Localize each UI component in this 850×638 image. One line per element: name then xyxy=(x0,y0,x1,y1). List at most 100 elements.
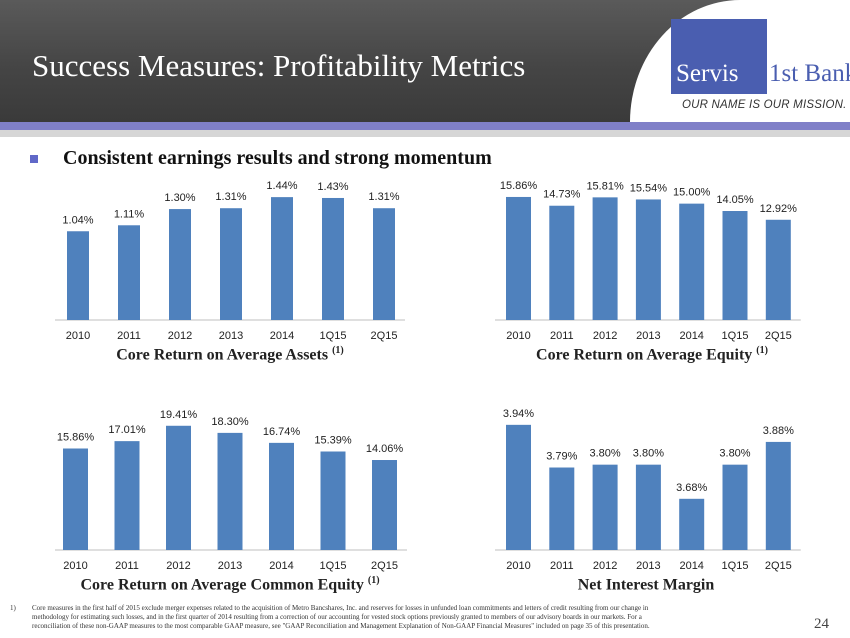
bar-2q15 xyxy=(372,460,397,550)
bar-2013 xyxy=(635,199,661,320)
data-label: 15.81% xyxy=(586,180,624,192)
x-tick-label: 2013 xyxy=(636,330,660,342)
page-number: 24 xyxy=(814,616,829,632)
data-label: 17.01% xyxy=(108,424,146,436)
data-label: 3.88% xyxy=(763,425,794,437)
x-tick-label: 2011 xyxy=(550,560,574,572)
data-label: 16.74% xyxy=(263,426,301,438)
data-label: 15.86% xyxy=(500,180,538,192)
bar-1q15 xyxy=(722,464,748,550)
logo-tagline: OUR NAME IS OUR MISSION. xyxy=(682,99,847,111)
bar-2014 xyxy=(679,203,705,320)
x-tick-label: 2011 xyxy=(115,560,139,572)
bar-2014 xyxy=(679,498,705,550)
header-accent-band xyxy=(0,122,850,130)
x-tick-label: 2Q15 xyxy=(765,560,792,572)
x-tick-label: 2010 xyxy=(63,560,87,572)
chart-title-core-roace: Core Return on Average Common Equity (1) xyxy=(80,575,380,594)
x-tick-label: 1Q15 xyxy=(320,330,347,342)
bar-2q15 xyxy=(765,441,791,550)
x-tick-label: 2012 xyxy=(593,560,617,572)
x-tick-label: 1Q15 xyxy=(722,330,749,342)
data-label: 1.04% xyxy=(62,214,93,226)
data-label: 3.80% xyxy=(719,448,750,460)
x-tick-label: 1Q15 xyxy=(320,560,347,572)
data-label: 1.11% xyxy=(114,208,145,220)
footnote-text: Core measures in the first half of 2015 … xyxy=(32,604,650,630)
data-label: 1.44% xyxy=(266,180,297,192)
x-tick-label: 2014 xyxy=(679,560,703,572)
bar-2014 xyxy=(269,442,294,550)
bar-2011 xyxy=(549,205,575,320)
x-tick-label: 2Q15 xyxy=(765,330,792,342)
bar-2012 xyxy=(166,425,191,550)
data-label: 14.73% xyxy=(543,189,581,201)
data-label: 18.30% xyxy=(211,416,249,428)
data-label: 1.43% xyxy=(317,181,348,193)
logo-text-bank: 1st Bank xyxy=(769,60,850,87)
bar-2011 xyxy=(118,225,140,320)
data-label: 3.80% xyxy=(589,448,620,460)
data-label: 12.92% xyxy=(760,203,798,215)
chart-title-core-roaa: Core Return on Average Assets (1) xyxy=(116,345,344,364)
data-label: 1.31% xyxy=(368,191,399,203)
chart-core-roae: 15.86% 2010 14.73% 2011 15.81% 2012 15.54% 2013… xyxy=(495,180,801,342)
bar-2013 xyxy=(635,464,661,550)
data-label: 19.41% xyxy=(160,409,198,421)
chart-core-roace: 15.86% 2010 17.01% 2011 19.41% 2012 18.30% 2013… xyxy=(55,409,407,572)
chart-title-net-interest-margin: Net Interest Margin xyxy=(577,576,715,594)
bar-2013 xyxy=(220,208,242,320)
x-tick-label: 2012 xyxy=(168,330,192,342)
bar-2011 xyxy=(114,441,140,550)
x-tick-label: 2Q15 xyxy=(371,560,398,572)
bar-2010 xyxy=(67,231,89,320)
bar-2014 xyxy=(271,197,293,320)
chart-net-interest-margin: 3.94% 2010 3.79% 2011 3.80% 2012 3.80% 2013 3.68… xyxy=(495,408,801,572)
x-tick-label: 2012 xyxy=(166,560,190,572)
bar-2013 xyxy=(217,432,243,550)
x-tick-label: 2012 xyxy=(593,330,617,342)
bar-1q15 xyxy=(722,211,748,320)
bar-2010 xyxy=(506,424,531,550)
x-tick-label: 2011 xyxy=(117,330,141,342)
x-tick-label: 2013 xyxy=(219,330,243,342)
bar-2012 xyxy=(592,197,618,320)
data-label: 15.86% xyxy=(57,431,95,443)
bar-1q15 xyxy=(322,197,344,320)
x-tick-label: 2011 xyxy=(550,330,574,342)
x-tick-label: 2014 xyxy=(269,560,293,572)
data-label: 3.80% xyxy=(633,448,664,460)
data-label: 3.68% xyxy=(676,482,707,494)
bar-2012 xyxy=(592,464,618,550)
bar-2012 xyxy=(169,209,191,320)
data-label: 14.06% xyxy=(366,443,404,455)
data-label: 15.54% xyxy=(630,182,668,194)
bullet-square-icon xyxy=(30,155,38,163)
x-tick-label: 2014 xyxy=(270,330,294,342)
x-tick-label: 2Q15 xyxy=(371,330,398,342)
bar-2q15 xyxy=(765,219,791,320)
header-gray-band xyxy=(0,130,850,137)
x-tick-label: 2010 xyxy=(506,330,530,342)
x-tick-label: 2010 xyxy=(66,330,90,342)
x-tick-label: 2013 xyxy=(218,560,242,572)
bar-2010 xyxy=(63,448,88,550)
logo-text-servis: Servis xyxy=(676,60,739,87)
footnote-number: 1) xyxy=(10,604,16,612)
logo-mark xyxy=(671,19,767,94)
x-tick-label: 1Q15 xyxy=(722,560,749,572)
data-label: 1.31% xyxy=(215,191,246,203)
page-title: Success Measures: Profitability Metrics xyxy=(32,48,526,83)
data-label: 14.05% xyxy=(716,194,754,206)
x-tick-label: 2014 xyxy=(679,330,703,342)
data-label: 15.00% xyxy=(673,187,711,199)
data-label: 1.30% xyxy=(164,192,195,204)
bullet-headline: Consistent earnings results and strong m… xyxy=(63,147,492,169)
chart-core-roaa: 1.04% 2010 1.11% 2011 1.30% 2012 1.31% 2013 1.44… xyxy=(55,180,405,342)
bar-2010 xyxy=(506,196,531,320)
chart-title-core-roae: Core Return on Average Equity (1) xyxy=(536,345,768,364)
bar-2011 xyxy=(549,467,575,550)
data-label: 15.39% xyxy=(314,435,352,447)
data-label: 3.94% xyxy=(503,408,534,420)
data-label: 3.79% xyxy=(546,451,577,463)
